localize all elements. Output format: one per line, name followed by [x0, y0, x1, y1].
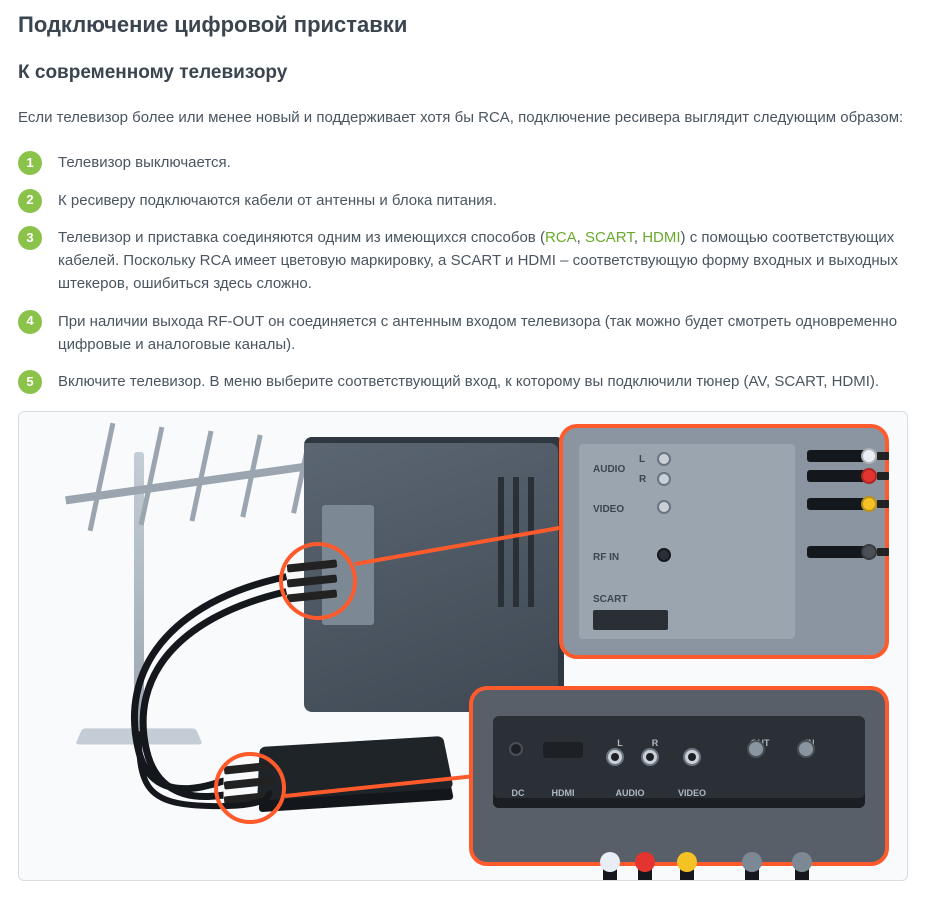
inline-link[interactable]: SCART [585, 229, 634, 246]
steps-list: Телевизор выключается. К ресиверу подключ… [18, 151, 910, 393]
audio-l-rca [606, 748, 624, 766]
hanging-video-plug [680, 862, 694, 881]
label-audio: AUDIO [593, 464, 625, 475]
step-item: Включите телевизор. В меню выберите соот… [18, 370, 910, 393]
stb-ports-callout: DC HDMI L R AUDIO VIDEO OUT IN [469, 686, 889, 866]
step-item: Телевизор и приставка соединяются одним … [18, 226, 910, 296]
rfin-port [657, 548, 671, 562]
step-item: К ресиверу подключаются кабели от антенн… [18, 189, 910, 212]
step-item: Телевизор выключается. [18, 151, 910, 174]
label-dc: DC [501, 788, 535, 798]
label-hdmi: HDMI [546, 788, 580, 798]
audio-r-cable [807, 470, 865, 482]
label-r: R [638, 738, 672, 748]
tv-ports-callout: AUDIO L R VIDEO RF IN SCART [559, 424, 889, 659]
video-rca [683, 748, 701, 766]
label-audio: AUDIO [613, 788, 647, 798]
step-item: При наличии выхода RF-OUT он соединяется… [18, 310, 910, 357]
label-video: VIDEO [593, 504, 624, 515]
audio-r-port [657, 472, 671, 486]
label-scart: SCART [593, 594, 627, 605]
scart-port [593, 610, 668, 630]
rf-out-port [747, 740, 765, 758]
label-audio-l: L [639, 454, 645, 465]
label-audio-r: R [639, 474, 646, 485]
inline-link[interactable]: RCA [545, 229, 577, 246]
inline-link[interactable]: HDMI [642, 229, 680, 246]
rf-in-port [797, 740, 815, 758]
video-cable [807, 498, 865, 510]
zoom-ring-stb [214, 752, 286, 824]
hanging-audio-r-plug [638, 862, 652, 881]
dc-port [509, 742, 523, 756]
stb-rear-panel: DC HDMI L R AUDIO VIDEO OUT IN [493, 716, 865, 808]
page-title: Подключение цифровой приставки [18, 12, 910, 38]
hanging-rf-out-plug [745, 862, 759, 881]
label-rfin: RF IN [593, 552, 619, 563]
hanging-rf-in-plug [795, 862, 809, 881]
zoom-ring-tv [279, 542, 357, 620]
hanging-audio-l-plug [603, 862, 617, 881]
intro-text: Если телевизор более или менее новый и п… [18, 106, 910, 129]
audio-l-port [657, 452, 671, 466]
rf-cable [807, 546, 865, 558]
video-port [657, 500, 671, 514]
tv-ports-panel: AUDIO L R VIDEO RF IN SCART [579, 444, 795, 639]
hdmi-port [543, 742, 583, 758]
label-l: L [603, 738, 637, 748]
connection-diagram: AUDIO L R VIDEO RF IN SCART [18, 411, 908, 881]
section-title: К современному телевизору [18, 62, 910, 84]
label-video: VIDEO [675, 788, 709, 798]
audio-r-rca [641, 748, 659, 766]
audio-l-cable [807, 450, 865, 462]
